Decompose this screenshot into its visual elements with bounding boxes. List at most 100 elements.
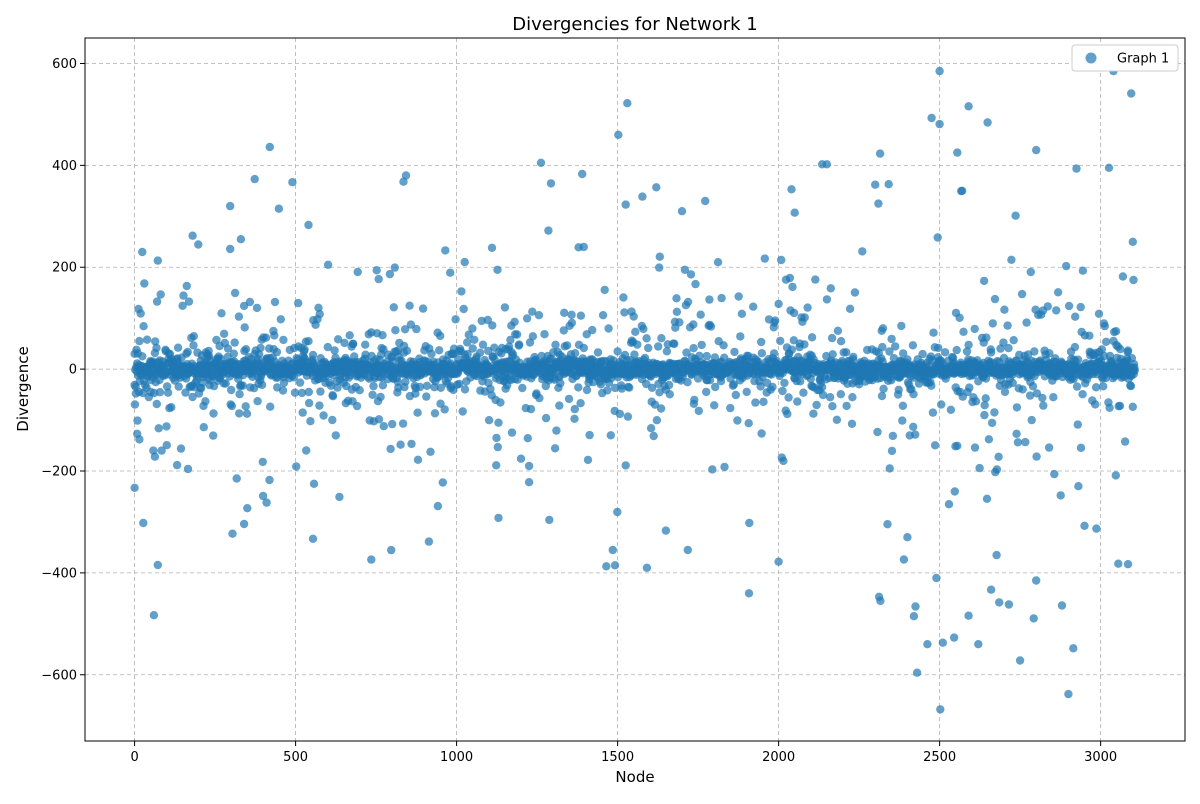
data-point [726, 403, 735, 413]
data-point [235, 390, 244, 399]
data-point [1092, 524, 1101, 533]
data-point [1032, 452, 1041, 461]
data-point [713, 258, 723, 267]
data-point [971, 397, 981, 406]
data-point [304, 398, 314, 408]
data-point [809, 409, 818, 418]
data-point [492, 461, 501, 470]
data-point [903, 533, 912, 542]
data-point [194, 240, 203, 249]
data-point [295, 378, 305, 387]
data-point [770, 316, 780, 325]
data-point [162, 441, 171, 450]
data-point [1100, 351, 1109, 361]
legend: Graph 1 [1071, 44, 1179, 72]
data-point [927, 381, 936, 390]
data-point [655, 263, 664, 272]
data-point [999, 338, 1008, 347]
data-point [682, 348, 691, 357]
data-point [238, 381, 247, 390]
data-point [1072, 164, 1081, 173]
data-point [236, 235, 246, 244]
data-point [988, 319, 997, 328]
data-point [644, 343, 653, 353]
data-point [468, 324, 477, 333]
data-point [133, 416, 142, 425]
data-point [911, 602, 920, 611]
data-point [953, 148, 962, 157]
x-tick-label: 2000 [762, 750, 795, 765]
data-point [486, 384, 495, 394]
data-point [130, 483, 139, 492]
data-point [1104, 163, 1114, 172]
data-point [680, 265, 690, 274]
data-point [570, 349, 580, 358]
data-point [446, 268, 455, 277]
data-point [242, 409, 252, 418]
data-point [262, 498, 271, 507]
data-point [710, 401, 719, 410]
data-point [927, 113, 936, 123]
data-point [970, 324, 979, 334]
data-point [1018, 385, 1027, 394]
data-point [149, 611, 159, 620]
data-point [1017, 289, 1027, 299]
data-point [252, 303, 262, 313]
data-point [995, 598, 1004, 607]
data-point [1073, 420, 1083, 429]
data-point [849, 352, 858, 362]
data-point [199, 423, 208, 432]
data-point [811, 275, 820, 284]
data-point [850, 288, 860, 297]
data-point [711, 382, 720, 392]
data-point [245, 297, 255, 307]
data-point [1008, 378, 1017, 388]
data-point [1127, 89, 1136, 98]
data-point [1091, 383, 1101, 392]
data-point [696, 310, 705, 319]
data-point [256, 343, 265, 353]
data-point [887, 446, 897, 456]
data-points [130, 66, 1140, 714]
data-point [980, 401, 989, 410]
data-point [600, 285, 609, 295]
data-point [1026, 267, 1036, 277]
data-point [308, 534, 318, 543]
data-point [139, 518, 148, 528]
data-point [279, 335, 288, 345]
data-point [300, 345, 309, 354]
data-point [807, 333, 817, 342]
x-axis-ticks: 0 500 1000 1500 2000 2500 3000 [130, 741, 1117, 765]
data-point [986, 585, 996, 594]
data-point [135, 435, 144, 444]
data-point [306, 417, 315, 426]
data-point [602, 562, 611, 571]
data-point [975, 463, 984, 473]
data-point [188, 392, 197, 402]
data-point [460, 385, 470, 394]
data-point [790, 208, 799, 217]
data-point [391, 326, 400, 335]
data-point [230, 288, 240, 298]
data-point [413, 455, 423, 464]
data-point [328, 392, 338, 401]
data-point [458, 407, 467, 416]
data-point [959, 327, 968, 336]
data-point [574, 383, 583, 392]
data-point [683, 297, 693, 307]
data-point [803, 303, 812, 312]
data-point [935, 66, 944, 76]
data-point [290, 388, 300, 397]
data-point [1064, 689, 1073, 699]
data-point [424, 537, 434, 546]
data-point [560, 308, 569, 317]
y-tick-label: −600 [41, 668, 77, 683]
data-point [912, 668, 922, 677]
data-point [297, 388, 307, 398]
data-point [379, 422, 388, 431]
data-point [1030, 347, 1039, 356]
data-point [385, 269, 395, 279]
data-point [309, 479, 319, 488]
data-point [1064, 301, 1074, 311]
data-point [430, 409, 440, 418]
